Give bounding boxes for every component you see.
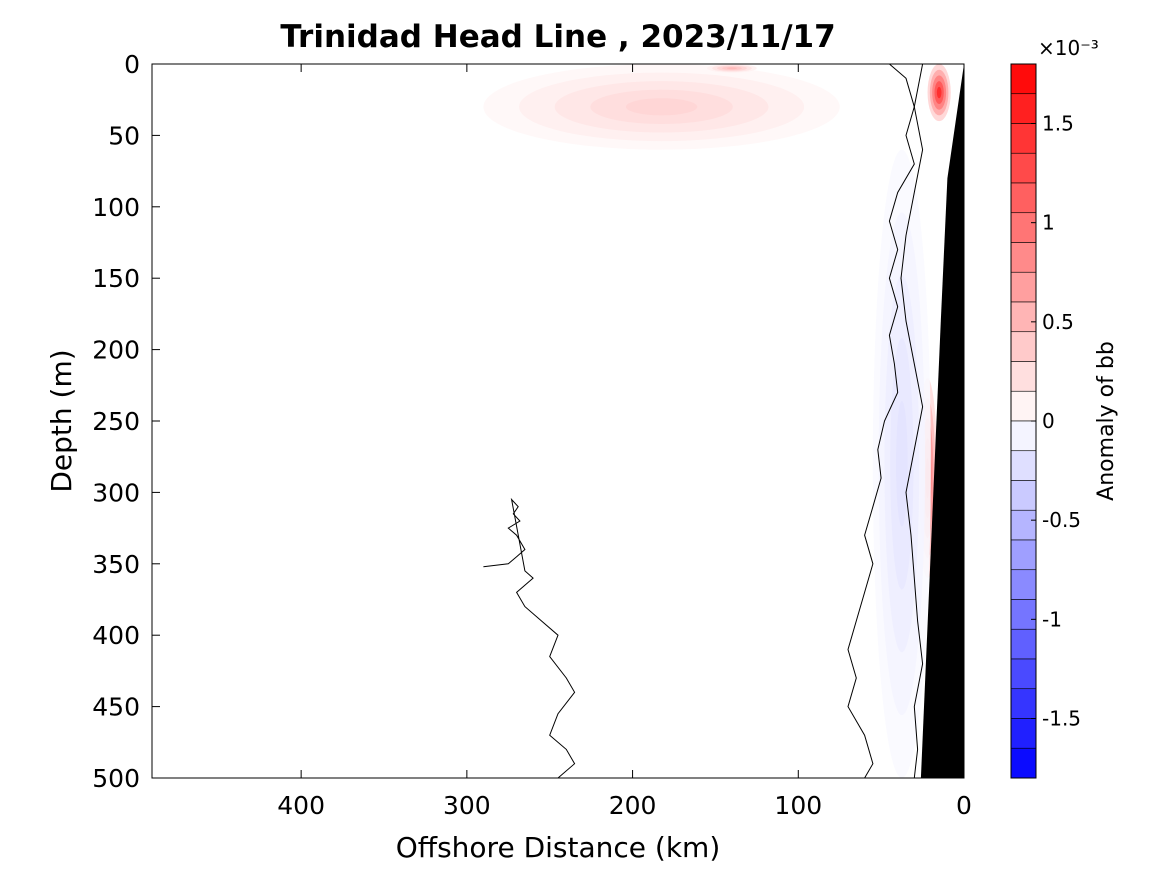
colorbar-swatch: [1010, 242, 1037, 273]
x-tick-label: 300: [443, 791, 491, 820]
colorbar-ticks: -1.5 -1 -0.5 0 0.5 1 1.5: [1031, 112, 1081, 731]
y-tick-label: 150: [92, 264, 140, 293]
zero-contour: [900, 64, 956, 778]
colorbar-swatch: [1010, 123, 1037, 154]
seafloor-mask: [920, 64, 964, 778]
colorbar-swatches: [1010, 63, 1037, 779]
zero-contour-lines: [483, 64, 956, 778]
colorbar-swatch: [1010, 93, 1037, 124]
colorbar-swatch: [1010, 212, 1037, 243]
anomaly-field: [483, 64, 951, 778]
colorbar-swatch: [1010, 450, 1037, 481]
y-tick-label: 450: [92, 693, 140, 722]
zero-contour: [847, 64, 915, 778]
y-axis-label: Depth (m): [45, 349, 78, 492]
y-tick-label: 400: [92, 621, 140, 650]
colorbar-tick-label: -1.5: [1042, 707, 1081, 731]
anomaly-patch: [936, 86, 942, 99]
x-tick-label: 200: [609, 791, 657, 820]
colorbar-tick-label: 1.5: [1042, 112, 1074, 136]
chart-title: Trinidad Head Line , 2023/11/17: [280, 19, 835, 55]
colorbar-swatch: [1010, 331, 1037, 362]
colorbar-tick-label: 0: [1042, 409, 1055, 433]
colorbar-tick-label: -0.5: [1042, 508, 1081, 532]
colorbar: -1.5 -1 -0.5 0 0.5 1 1.5 ×10⁻³ Anomaly of bb: [1010, 36, 1119, 779]
plot-background: [152, 64, 964, 778]
y-tick-label: 50: [108, 121, 140, 150]
x-tick-label: 400: [277, 791, 325, 820]
colorbar-tick-label: 1: [1042, 211, 1055, 235]
bathymetry-mask: [920, 64, 964, 778]
colorbar-label: Anomaly of bb: [1094, 341, 1119, 501]
x-axis-ticks: 400 300 200 100 0: [277, 64, 972, 820]
y-tick-label: 200: [92, 336, 140, 365]
colorbar-swatch: [1010, 152, 1037, 184]
colorbar-tick-label: 0.5: [1042, 310, 1074, 334]
colorbar-swatch: [1010, 599, 1037, 630]
y-tick-label: 100: [92, 193, 140, 222]
colorbar-tick-label: -1: [1042, 607, 1062, 631]
colorbar-swatch: [1010, 628, 1037, 660]
colorbar-exponent: ×10⁻³: [1038, 36, 1099, 60]
colorbar-swatch: [1010, 747, 1037, 779]
y-axis-ticks: 0 50 100 150 200 250 300 350 400 450 500: [92, 50, 964, 793]
colorbar-swatch: [1010, 688, 1037, 719]
colorbar-swatch: [1010, 63, 1037, 95]
colorbar-swatch: [1010, 718, 1037, 749]
colorbar-swatch: [1010, 509, 1037, 541]
y-tick-label: 0: [124, 50, 140, 79]
colorbar-swatch: [1010, 420, 1037, 452]
x-tick-label: 100: [774, 791, 822, 820]
x-tick-label: 0: [956, 791, 972, 820]
anomaly-patch: [727, 67, 737, 70]
y-tick-label: 350: [92, 550, 140, 579]
colorbar-swatch: [1010, 480, 1037, 511]
x-axis-label: Offshore Distance (km): [396, 831, 721, 864]
y-tick-label: 250: [92, 407, 140, 436]
colorbar-swatch: [1010, 539, 1037, 571]
colorbar-swatch: [1010, 271, 1037, 303]
anomaly-patch: [625, 98, 698, 116]
colorbar-swatch: [1010, 658, 1037, 690]
colorbar-swatch: [1010, 182, 1037, 214]
colorbar-swatch: [1010, 301, 1037, 333]
colorbar-swatch: [1010, 569, 1037, 600]
anomaly-patch: [896, 401, 908, 527]
zero-contour: [483, 497, 576, 778]
y-tick-label: 300: [92, 478, 140, 507]
colorbar-swatch: [1010, 390, 1037, 422]
y-tick-label: 500: [92, 764, 140, 793]
colorbar-swatch: [1010, 361, 1037, 392]
